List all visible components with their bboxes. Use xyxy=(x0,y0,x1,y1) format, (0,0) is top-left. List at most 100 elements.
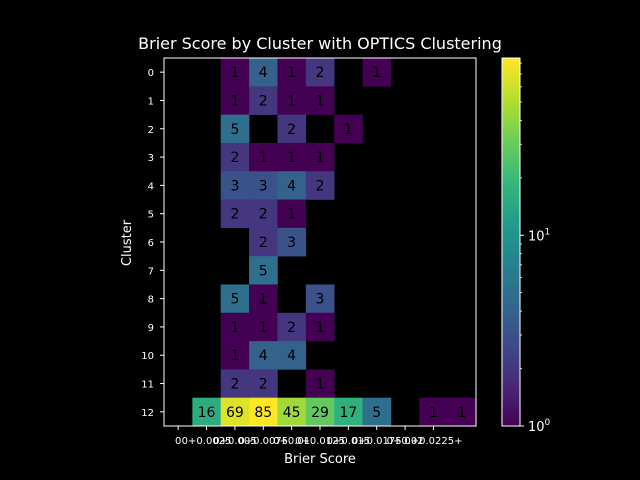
y-tick-label: 7 xyxy=(148,266,154,277)
x-tick-label: 0+0.0025 xyxy=(182,436,232,447)
colorbar-segment xyxy=(502,156,520,160)
cell-value-label: 2 xyxy=(230,207,239,223)
colorbar-segment xyxy=(502,321,520,326)
cell-value-label: 4 xyxy=(287,348,296,364)
cell-value-label: 3 xyxy=(259,178,268,194)
x-tick-label: 0+0.005 xyxy=(213,436,256,447)
colorbar-segment xyxy=(502,143,520,148)
cell-value-label: 2 xyxy=(287,320,296,336)
colorbar-segment xyxy=(502,355,520,360)
colorbar-segment xyxy=(502,413,520,418)
colorbar-segment xyxy=(502,162,520,166)
colorbar-segment xyxy=(502,159,520,163)
colorbar-segment xyxy=(502,288,520,292)
colorbar-segment xyxy=(502,223,520,228)
heatmap-cell xyxy=(249,171,278,200)
x-tick-label: 0+0.0075 xyxy=(238,436,288,447)
colorbar-segment xyxy=(502,251,520,255)
colorbar-segment xyxy=(502,303,520,307)
colorbar-segment xyxy=(502,404,520,409)
plot-background xyxy=(164,58,476,426)
x-tick-label: 0+0.01 xyxy=(273,436,310,447)
colorbar-segment xyxy=(502,174,520,179)
x-tick-label: 0+0.02 xyxy=(387,436,424,447)
colorbar-segment xyxy=(502,165,520,169)
cell-value-label: 2 xyxy=(259,377,268,393)
heatmap-cell xyxy=(277,199,307,229)
colorbar-segment xyxy=(502,398,520,402)
colorbar-segment xyxy=(502,318,520,323)
heatmap-cell xyxy=(305,397,335,427)
cell-value-label: 5 xyxy=(230,122,239,138)
heatmap-cell xyxy=(249,284,278,314)
colorbar-segment xyxy=(502,266,520,271)
colorbar-segment xyxy=(502,297,520,301)
colorbar-segment xyxy=(502,88,520,93)
colorbar-segment xyxy=(502,183,520,188)
colorbar-segment xyxy=(502,392,520,396)
heatmap-cell xyxy=(362,58,392,87)
colorbar-segment xyxy=(502,180,520,185)
colorbar-segment xyxy=(502,242,520,246)
colorbar-segment xyxy=(502,205,520,209)
colorbar-segment xyxy=(502,346,520,350)
colorbar-segment xyxy=(502,211,520,215)
colorbar-segment xyxy=(502,192,520,197)
cell-value-label: 1 xyxy=(457,405,466,421)
heatmap-cell xyxy=(249,86,278,115)
heatmap-cell xyxy=(249,227,278,257)
colorbar-segment xyxy=(502,315,520,320)
heatmap-cell xyxy=(220,369,250,398)
colorbar-segment xyxy=(502,70,520,74)
cell-value-label: 5 xyxy=(259,263,268,279)
colorbar-segment xyxy=(502,238,520,243)
cell-value-label: 4 xyxy=(287,178,296,194)
y-tick-label: 3 xyxy=(148,153,154,164)
heatmap-cell xyxy=(277,341,307,370)
colorbar-segment xyxy=(502,281,520,286)
heatmap-cell xyxy=(305,312,335,342)
cell-value-label: 85 xyxy=(254,405,272,421)
cell-value-label: 3 xyxy=(287,235,296,251)
heatmap-cell xyxy=(220,312,250,342)
cell-value-label: 2 xyxy=(287,122,296,138)
colorbar-segment xyxy=(502,370,520,375)
colorbar-segment xyxy=(502,220,520,225)
colorbar-segment xyxy=(502,416,520,421)
colorbar-segment xyxy=(502,64,520,68)
cell-value-label: 3 xyxy=(230,178,239,194)
y-tick-label: 4 xyxy=(148,181,154,192)
cell-value-label: 5 xyxy=(230,292,239,308)
colorbar-segment xyxy=(502,85,520,90)
colorbar-segment xyxy=(502,263,520,268)
colorbar-segment xyxy=(502,177,520,182)
colorbar-segment xyxy=(502,275,520,280)
cell-value-label: 1 xyxy=(316,93,325,109)
colorbar-segment xyxy=(502,125,520,130)
colorbar-segment xyxy=(502,107,520,111)
y-tick-label: 1 xyxy=(148,96,154,107)
colorbar-segment xyxy=(502,137,520,142)
heatmap-cell xyxy=(249,256,278,285)
colorbar-segment xyxy=(502,168,520,172)
heatmap-cell xyxy=(277,86,307,115)
heatmap-cell xyxy=(305,369,335,398)
colorbar-segment xyxy=(502,254,520,258)
y-axis-label: Cluster xyxy=(120,219,135,266)
y-tick-label: 6 xyxy=(148,238,154,249)
cell-value-label: 2 xyxy=(316,65,325,81)
cell-value-label: 4 xyxy=(259,65,268,81)
cell-value-label: 1 xyxy=(287,65,296,81)
x-tick-label: 0+0.0175 xyxy=(352,436,402,447)
colorbar-segment xyxy=(502,257,520,261)
cell-value-label: 2 xyxy=(316,178,325,194)
x-tick-label: 0+0.0225+ xyxy=(404,436,462,447)
heatmap-cell xyxy=(305,284,335,314)
y-tick-label: 0 xyxy=(148,68,154,79)
colorbar-segment xyxy=(502,358,520,363)
colorbar-segment xyxy=(502,343,520,347)
colorbar-segment xyxy=(502,306,520,310)
cell-value-label: 4 xyxy=(259,348,268,364)
heatmap-cell xyxy=(305,86,335,115)
